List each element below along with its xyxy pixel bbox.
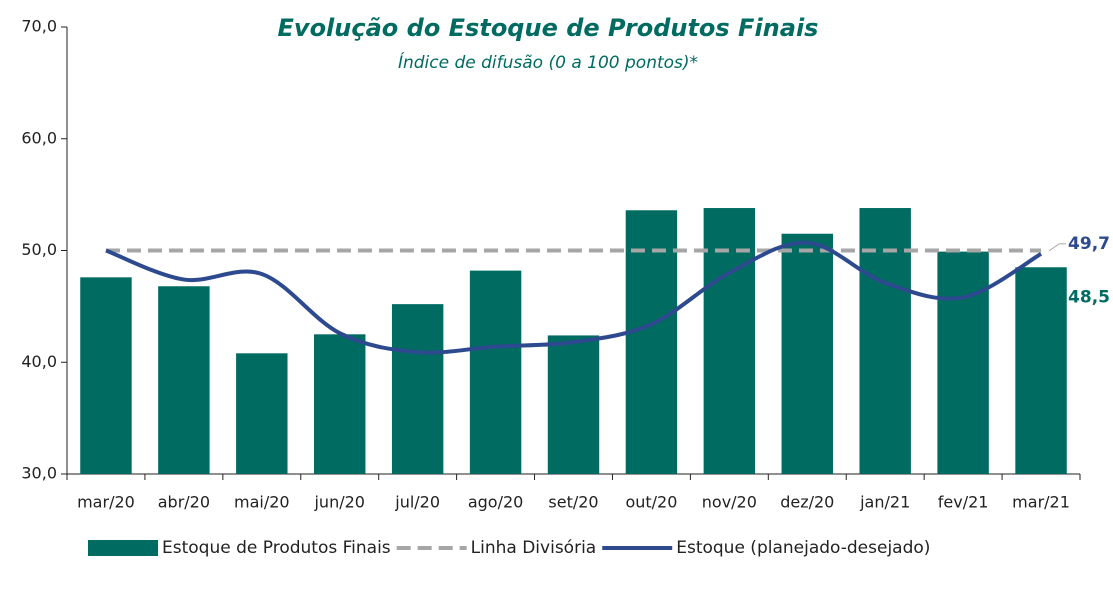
y-tick-label: 60,0: [21, 128, 57, 147]
bar: [80, 277, 132, 474]
x-tick-label: fev/21: [938, 493, 989, 512]
x-tick-label: jan/21: [859, 493, 910, 512]
bar: [937, 251, 989, 474]
legend-label: Estoque de Produtos Finais: [162, 538, 391, 558]
bar: [703, 208, 756, 474]
x-tick-label: nov/20: [702, 493, 757, 512]
data-label: 49,7: [1068, 234, 1110, 254]
x-tick-label: mai/20: [234, 493, 290, 512]
legend-label: Estoque (planejado-desejado): [676, 538, 930, 558]
chart-subtitle: Índice de difusão (0 a 100 pontos)*: [398, 51, 698, 73]
x-tick-label: jul/20: [394, 493, 440, 512]
x-tick-label: set/20: [548, 493, 598, 512]
bar: [1015, 267, 1067, 474]
chart-title: Evolução do Estoque de Produtos Finais: [278, 14, 819, 42]
bar: [236, 353, 288, 474]
bar: [158, 286, 210, 474]
y-tick-label: 70,0: [21, 17, 57, 36]
bar: [391, 304, 444, 474]
x-tick-label: ago/20: [468, 493, 524, 512]
y-tick-label: 50,0: [21, 240, 57, 259]
x-tick-label: mar/21: [1012, 493, 1070, 512]
legend-swatch: [88, 540, 158, 556]
line: [105, 240, 1043, 355]
leader-line: [1048, 243, 1067, 252]
y-tick-label: 40,0: [21, 352, 57, 371]
bar: [547, 335, 600, 474]
bar: [781, 233, 833, 474]
bar: [859, 208, 911, 474]
bar: [314, 334, 366, 474]
x-tick-label: abr/20: [158, 493, 210, 512]
legend-label: Linha Divisória: [471, 538, 597, 558]
x-tick-label: jun/20: [313, 493, 364, 512]
x-tick-label: mar/20: [77, 493, 135, 512]
x-tick-label: dez/20: [780, 493, 834, 512]
data-label: 48,5: [1068, 287, 1110, 307]
bar: [625, 210, 678, 474]
bar: [469, 270, 522, 474]
x-tick-label: out/20: [625, 493, 677, 512]
y-tick-label: 30,0: [21, 464, 57, 483]
